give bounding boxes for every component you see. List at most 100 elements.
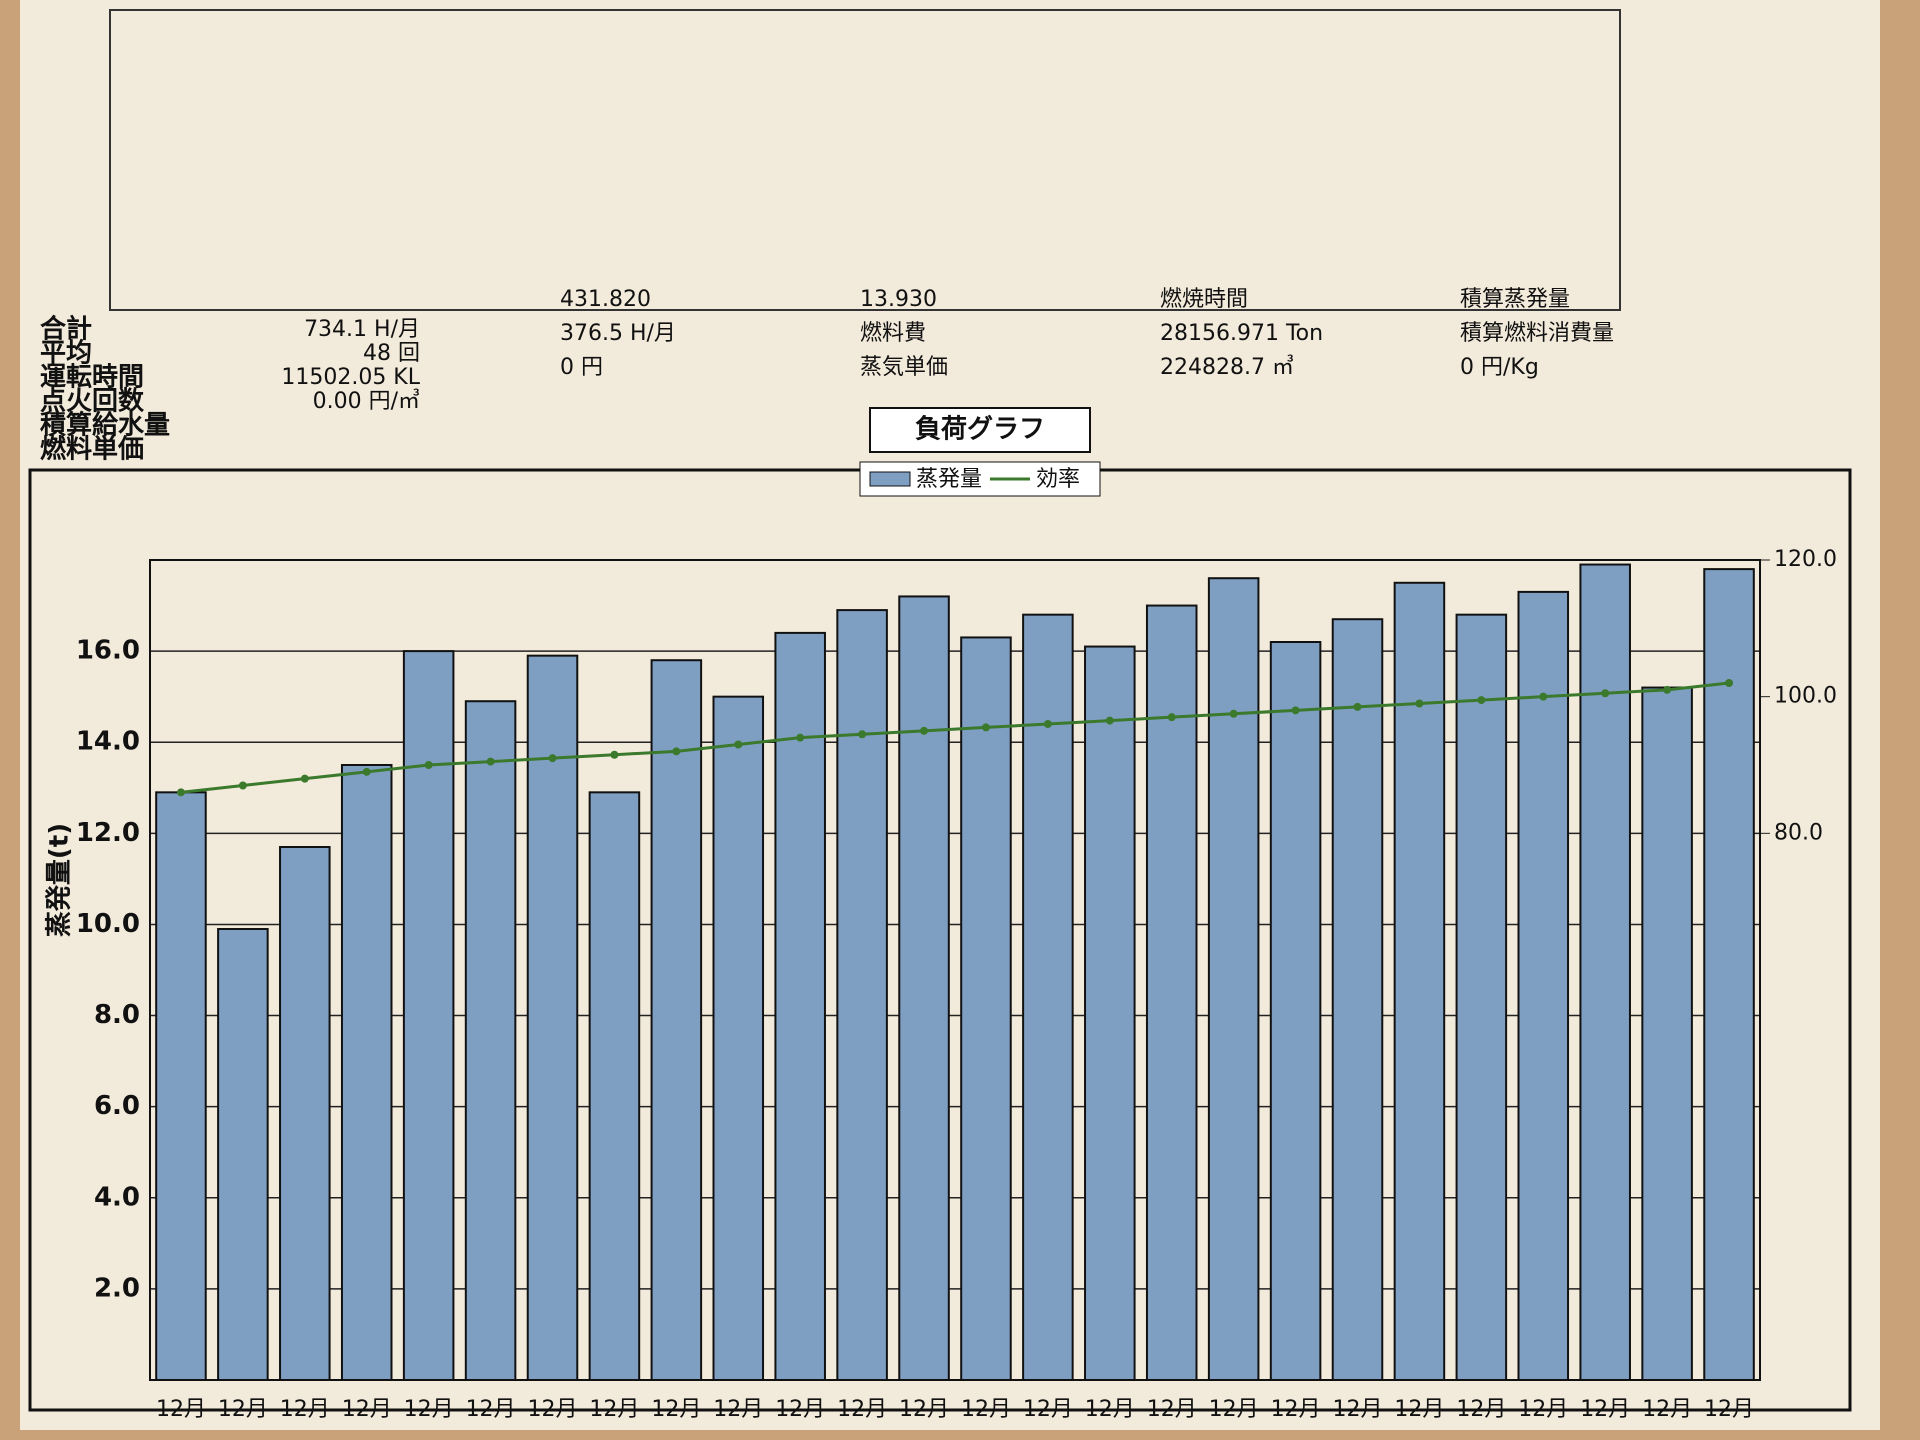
x-tick-label: 12月 xyxy=(589,1397,639,1422)
summary-label: 燃料単価 xyxy=(40,435,144,465)
x-tick-label: 12月 xyxy=(775,1397,825,1422)
y-tick-label: 14.0 xyxy=(76,727,140,757)
y-tick-label: 12.0 xyxy=(76,818,140,848)
summary-note: 蒸気単価 xyxy=(860,355,948,380)
efficiency-point xyxy=(1725,679,1734,687)
legend-swatch xyxy=(869,471,911,487)
efficiency-point xyxy=(362,767,371,776)
x-tick-label: 12月 xyxy=(280,1397,330,1422)
x-tick-label: 12月 xyxy=(156,1397,206,1422)
summary-label: 積算給水量 xyxy=(40,410,170,441)
summary-note: 376.5 H/月 xyxy=(560,321,676,346)
x-tick-label: 12月 xyxy=(1580,1397,1630,1422)
x-tick-label: 12月 xyxy=(837,1397,887,1422)
summary-value: 48 回 xyxy=(363,341,420,366)
bar xyxy=(898,595,950,1381)
summary-value: 734.1 H/月 xyxy=(304,317,420,342)
x-tick-label: 12月 xyxy=(342,1397,392,1422)
bar xyxy=(1455,613,1508,1381)
y-tick-label: 16.0 xyxy=(76,636,140,666)
x-tick-label: 12月 xyxy=(1085,1397,1135,1422)
x-tick-label: 12月 xyxy=(1023,1397,1073,1422)
bar xyxy=(1022,613,1074,1381)
x-tick-label: 12月 xyxy=(961,1397,1011,1422)
x-tick-label: 12月 xyxy=(1394,1397,1444,1422)
bar xyxy=(650,659,703,1381)
bar xyxy=(1084,645,1136,1381)
bar xyxy=(1579,563,1631,1381)
x-tick-label: 12月 xyxy=(1271,1397,1321,1422)
y2-tick-label: 100.0 xyxy=(1774,684,1837,709)
bar xyxy=(1517,590,1570,1381)
summary-value: 0.00 円/㎥ xyxy=(313,388,420,414)
bar xyxy=(1145,604,1198,1381)
y-axis-label: 蒸発量(t) xyxy=(45,823,75,937)
efficiency-point xyxy=(981,723,990,732)
x-tick-label: 12月 xyxy=(1209,1397,1259,1422)
table-frame xyxy=(109,9,1621,311)
summary-label: 合計 xyxy=(40,314,92,345)
summary-note: 13.930 xyxy=(860,287,937,312)
bar xyxy=(279,846,331,1381)
x-tick-label: 12月 xyxy=(528,1397,578,1422)
chart-title: 負荷グラフ xyxy=(915,415,1045,445)
bar xyxy=(402,650,455,1381)
bar xyxy=(774,631,826,1381)
y-tick-label: 2.0 xyxy=(94,1273,140,1303)
x-tick-label: 12月 xyxy=(218,1397,268,1422)
y-tick-label: 6.0 xyxy=(94,1091,140,1121)
bar xyxy=(1269,641,1322,1381)
y2-tick-label: 120.0 xyxy=(1774,547,1837,572)
efficiency-point xyxy=(1105,716,1114,725)
y-tick-label: 8.0 xyxy=(94,1000,140,1030)
bar xyxy=(340,764,393,1381)
summary-label: 運転時間 xyxy=(40,363,144,393)
summary-note: 燃焼時間 xyxy=(1160,287,1248,312)
bar xyxy=(836,609,888,1381)
efficiency-point xyxy=(1043,720,1052,728)
efficiency-point xyxy=(1601,689,1610,698)
title-box xyxy=(869,407,1091,453)
efficiency-point xyxy=(548,754,557,763)
legend-label: 蒸発量 xyxy=(916,467,982,492)
summary-note: 224828.7 ㎥ xyxy=(1160,354,1294,380)
efficiency-point xyxy=(1539,692,1548,701)
summary-note: 燃料費 xyxy=(860,321,926,346)
efficiency-point xyxy=(1663,685,1672,694)
x-tick-label: 12月 xyxy=(1642,1397,1692,1422)
efficiency-point xyxy=(858,730,867,739)
efficiency-line xyxy=(180,681,1730,794)
x-tick-label: 12月 xyxy=(1333,1397,1383,1422)
efficiency-point xyxy=(734,740,743,749)
efficiency-point xyxy=(920,726,929,735)
summary-note: 431.820 xyxy=(560,287,651,312)
bar xyxy=(1703,568,1755,1381)
efficiency-point xyxy=(1167,713,1176,722)
efficiency-point xyxy=(176,788,185,797)
summary-label: 平均 xyxy=(40,339,92,369)
summary-note: 積算蒸発量 xyxy=(1460,287,1570,312)
y-tick-label: 4.0 xyxy=(94,1182,140,1212)
bar xyxy=(155,791,207,1381)
bar xyxy=(1207,577,1260,1381)
x-tick-label: 12月 xyxy=(713,1397,763,1422)
efficiency-point xyxy=(300,774,309,783)
summary-label: 点火回数 xyxy=(40,386,145,417)
summary-note: 積算燃料消費量 xyxy=(1460,321,1614,346)
y-tick-label: 10.0 xyxy=(76,909,140,939)
efficiency-point xyxy=(610,750,619,759)
bar xyxy=(464,700,517,1381)
x-tick-label: 12月 xyxy=(1518,1397,1568,1422)
efficiency-point xyxy=(796,733,805,742)
efficiency-point xyxy=(424,761,433,769)
x-tick-label: 12月 xyxy=(1456,1397,1506,1422)
efficiency-point xyxy=(1291,706,1300,715)
efficiency-point xyxy=(1477,696,1486,705)
bar xyxy=(1393,581,1446,1381)
x-tick-label: 12月 xyxy=(404,1397,454,1422)
efficiency-point xyxy=(1353,702,1362,711)
bar xyxy=(588,791,641,1381)
efficiency-point xyxy=(238,781,247,790)
x-tick-label: 12月 xyxy=(899,1397,949,1422)
